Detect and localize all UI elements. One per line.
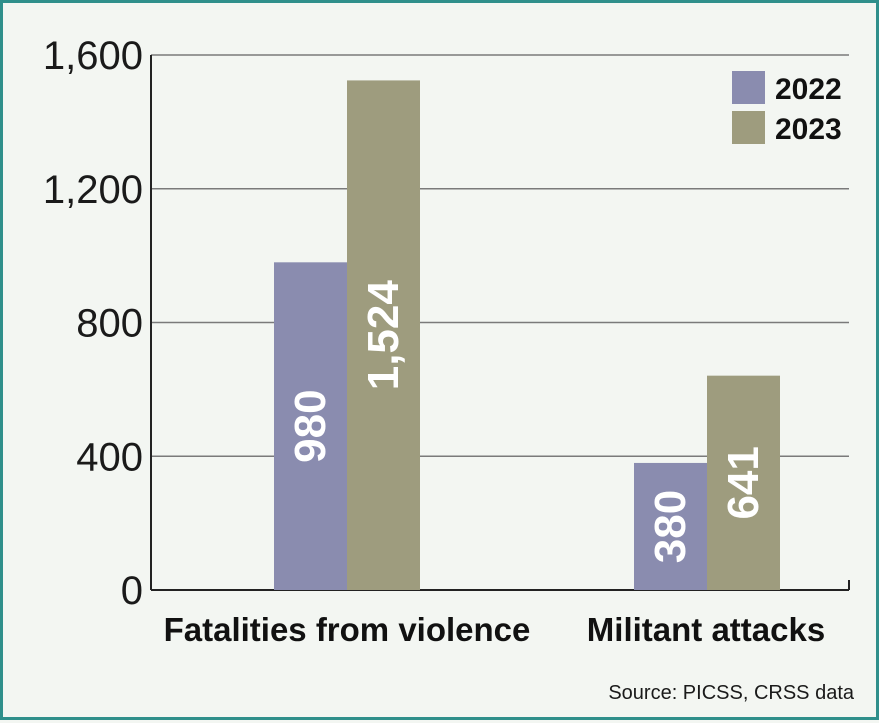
- legend-label: 2022: [775, 73, 842, 106]
- bar: [707, 375, 780, 590]
- bar-value-label: 641: [719, 446, 768, 519]
- bar: [347, 80, 420, 590]
- legend-swatch: [732, 111, 765, 144]
- y-tick-label: 400: [76, 435, 143, 479]
- legend-label: 2023: [775, 113, 842, 146]
- y-tick-label: 0: [121, 569, 143, 613]
- x-category-label: Militant attacks: [587, 611, 825, 648]
- y-tick-label: 1,600: [43, 34, 143, 78]
- y-tick-label: 1,200: [43, 168, 143, 212]
- y-tick-label: 800: [76, 302, 143, 346]
- bar-chart: 0 400 800 1,200 1,600 980 1,524 Fatalities from…: [43, 34, 850, 648]
- bar: [274, 262, 347, 590]
- bar-value-label: 380: [646, 490, 695, 563]
- x-category-label: Fatalities from violence: [164, 611, 531, 648]
- bar-value-label: 980: [286, 389, 335, 462]
- bar: [634, 462, 707, 590]
- legend-swatch: [732, 71, 765, 104]
- source-note: Source: PICSS, CRSS data: [608, 682, 854, 704]
- bar-value-label: 1,524: [359, 280, 408, 391]
